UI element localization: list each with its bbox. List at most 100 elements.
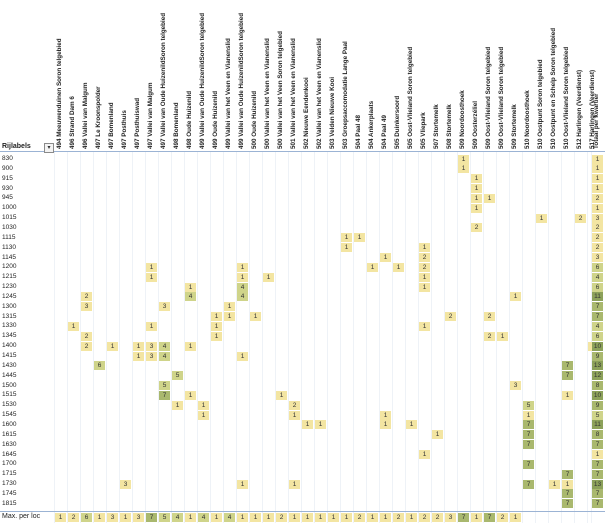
count-cell[interactable]: 2 [484,331,495,341]
count-cell[interactable]: 1 [146,321,157,331]
count-cell[interactable]: 7 [562,469,573,479]
max-per-location-cell[interactable]: 1 [211,513,222,522]
count-cell[interactable]: 2 [419,253,430,262]
count-cell[interactable]: 1 [471,184,482,194]
count-cell[interactable]: 1 [237,272,248,282]
count-cell[interactable]: 2 [484,312,495,322]
count-cell[interactable]: 1 [302,420,313,430]
max-per-location-cell[interactable]: 6 [81,513,92,522]
count-cell[interactable]: 2 [289,400,300,410]
max-per-location-cell[interactable]: 1 [406,513,417,522]
max-per-location-cell[interactable]: 2 [393,513,404,522]
count-cell[interactable]: 1 [341,233,352,243]
count-cell[interactable]: 1 [133,351,144,361]
total-cell[interactable]: 7 [592,489,603,499]
max-per-location-cell[interactable]: 3 [133,513,144,522]
count-cell[interactable]: 1 [380,253,391,262]
total-cell[interactable]: 11 [592,420,603,430]
count-cell[interactable]: 1 [198,400,209,410]
count-cell[interactable]: 7 [562,371,573,381]
count-cell[interactable]: 2 [81,341,92,351]
count-cell[interactable]: 1 [237,479,248,489]
count-cell[interactable]: 7 [562,361,573,371]
count-cell[interactable]: 4 [159,341,170,351]
max-per-location-cell[interactable]: 4 [224,513,235,522]
total-cell[interactable]: 1 [592,154,603,164]
count-cell[interactable]: 1 [237,351,248,361]
count-cell[interactable]: 1 [562,390,573,400]
max-per-location-cell[interactable]: 2 [432,513,443,522]
total-cell[interactable]: 7 [592,469,603,479]
count-cell[interactable]: 4 [237,282,248,292]
max-per-location-cell[interactable]: 4 [198,513,209,522]
max-per-location-cell[interactable]: 1 [55,513,66,522]
max-per-location-cell[interactable]: 1 [380,513,391,522]
total-cell[interactable]: 7 [592,440,603,450]
count-cell[interactable]: 4 [237,292,248,302]
count-cell[interactable]: 1 [185,341,196,351]
total-cell[interactable]: 5 [592,410,603,420]
total-cell[interactable]: 8 [592,430,603,440]
max-per-location-cell[interactable]: 3 [445,513,456,522]
max-per-location-cell[interactable]: 1 [510,513,521,522]
count-cell[interactable]: 4 [159,351,170,361]
max-per-location-cell[interactable]: 2 [419,513,430,522]
count-cell[interactable]: 6 [94,361,105,371]
count-cell[interactable]: 1 [263,272,274,282]
count-cell[interactable]: 1 [458,164,469,174]
max-per-location-cell[interactable]: 1 [367,513,378,522]
count-cell[interactable]: 1 [146,262,157,272]
count-cell[interactable]: 1 [211,321,222,331]
count-cell[interactable]: 1 [198,410,209,420]
count-cell[interactable]: 7 [562,499,573,509]
count-cell[interactable]: 3 [120,479,131,489]
max-per-location-cell[interactable]: 2 [68,513,79,522]
count-cell[interactable]: 1 [536,213,547,223]
count-cell[interactable]: 3 [159,302,170,312]
total-cell[interactable]: 6 [592,282,603,292]
max-per-location-cell[interactable]: 5 [159,513,170,522]
count-cell[interactable]: 5 [159,381,170,391]
count-cell[interactable]: 1 [107,341,118,351]
count-cell[interactable]: 5 [172,371,183,381]
count-cell[interactable]: 1 [471,193,482,203]
count-cell[interactable]: 1 [471,174,482,184]
count-cell[interactable]: 1 [250,312,261,322]
count-cell[interactable]: 7 [523,430,534,440]
count-cell[interactable]: 1 [484,193,495,203]
total-cell[interactable]: 2 [592,233,603,243]
max-per-location-cell[interactable]: 1 [315,513,326,522]
max-per-location-cell[interactable]: 2 [354,513,365,522]
total-cell[interactable]: 6 [592,262,603,272]
count-cell[interactable]: 1 [419,321,430,331]
total-cell[interactable]: 1 [592,203,603,213]
max-per-location-cell[interactable]: 1 [302,513,313,522]
count-cell[interactable]: 1 [393,262,404,272]
count-cell[interactable]: 1 [406,420,417,430]
total-cell[interactable]: 1 [592,174,603,184]
count-cell[interactable]: 7 [562,489,573,499]
count-cell[interactable]: 2 [81,331,92,341]
count-cell[interactable]: 1 [289,410,300,420]
max-per-location-cell[interactable]: 7 [484,513,495,522]
total-cell[interactable]: 2 [592,223,603,233]
total-cell[interactable]: 1 [592,450,603,459]
count-cell[interactable]: 1 [458,154,469,164]
count-cell[interactable]: 1 [211,331,222,341]
max-per-location-cell[interactable]: 1 [289,513,300,522]
total-cell[interactable]: 7 [592,499,603,509]
count-cell[interactable]: 1 [380,420,391,430]
count-cell[interactable]: 7 [523,459,534,469]
total-cell[interactable]: 3 [592,253,603,262]
total-cell[interactable]: 11 [592,292,603,302]
count-cell[interactable]: 3 [146,341,157,351]
max-per-location-cell[interactable]: 1 [328,513,339,522]
count-cell[interactable]: 1 [315,420,326,430]
count-cell[interactable]: 3 [146,351,157,361]
count-cell[interactable]: 1 [354,233,365,243]
count-cell[interactable]: 7 [523,440,534,450]
total-cell[interactable]: 13 [592,479,603,489]
count-cell[interactable]: 1 [133,341,144,351]
max-per-location-cell[interactable]: 2 [276,513,287,522]
count-cell[interactable]: 7 [523,420,534,430]
